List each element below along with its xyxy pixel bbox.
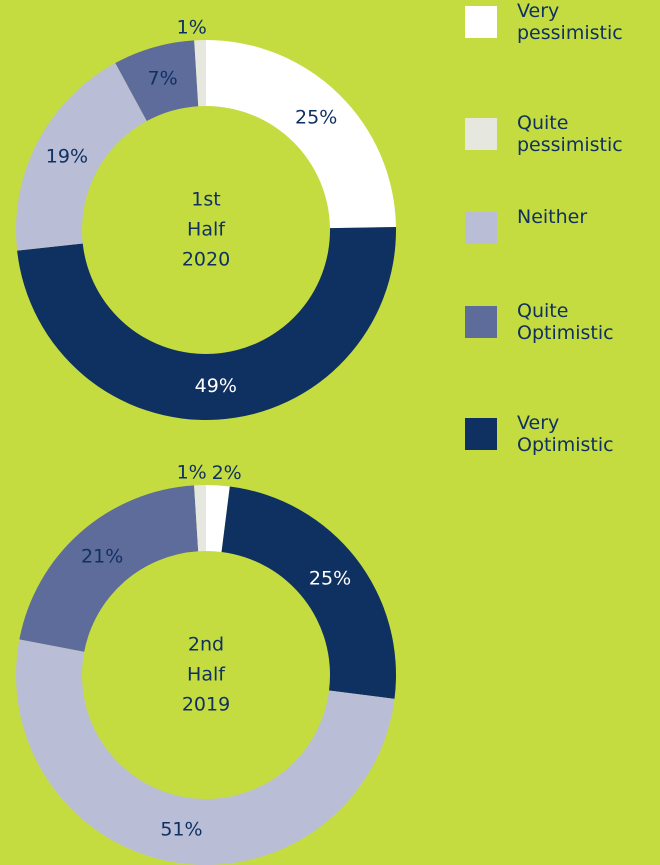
donut-segment bbox=[16, 63, 147, 251]
donut-segment bbox=[115, 40, 199, 122]
legend-item: Quite Optimistic bbox=[465, 300, 647, 344]
legend-swatch bbox=[465, 306, 497, 338]
donut-segment bbox=[194, 485, 206, 552]
legend-label: Neither bbox=[517, 206, 588, 228]
donut-segment bbox=[194, 40, 206, 107]
value-label: 25% bbox=[309, 567, 351, 589]
legend-item: Very Optimistic bbox=[465, 412, 647, 456]
legend-swatch bbox=[465, 6, 497, 38]
value-label: 25% bbox=[295, 107, 337, 129]
donut-segment bbox=[19, 485, 199, 652]
value-label: 7% bbox=[148, 68, 178, 90]
value-label: 19% bbox=[46, 146, 88, 168]
value-label: 2% bbox=[212, 462, 242, 484]
legend-label: Very Optimistic bbox=[517, 412, 614, 456]
donut-segment bbox=[206, 40, 396, 229]
value-label: 21% bbox=[81, 546, 123, 568]
legend-swatch bbox=[465, 118, 497, 150]
legend-item: Quite pessimistic bbox=[465, 112, 647, 156]
center-label: Half bbox=[187, 664, 226, 686]
donut-segment bbox=[17, 227, 397, 421]
center-label: 1st bbox=[191, 189, 220, 211]
legend-label: Quite pessimistic bbox=[517, 112, 623, 156]
value-label: 1% bbox=[177, 17, 207, 39]
value-label: 49% bbox=[195, 375, 237, 397]
center-label: 2nd bbox=[188, 634, 224, 656]
donut-segment bbox=[206, 485, 230, 552]
legend-item: Neither bbox=[465, 206, 647, 244]
legend-item: Very pessimistic bbox=[465, 0, 647, 44]
center-label: 2019 bbox=[182, 694, 230, 716]
donut-segment bbox=[16, 639, 395, 865]
legend-swatch bbox=[465, 212, 497, 244]
legend-label: Quite Optimistic bbox=[517, 300, 614, 344]
value-label: 51% bbox=[160, 819, 202, 841]
legend-label: Very pessimistic bbox=[517, 0, 623, 44]
center-label: 2020 bbox=[182, 249, 230, 271]
donut-segment bbox=[221, 486, 397, 699]
center-label: Half bbox=[187, 219, 226, 241]
legend-swatch bbox=[465, 418, 497, 450]
value-label: 1% bbox=[177, 462, 207, 484]
